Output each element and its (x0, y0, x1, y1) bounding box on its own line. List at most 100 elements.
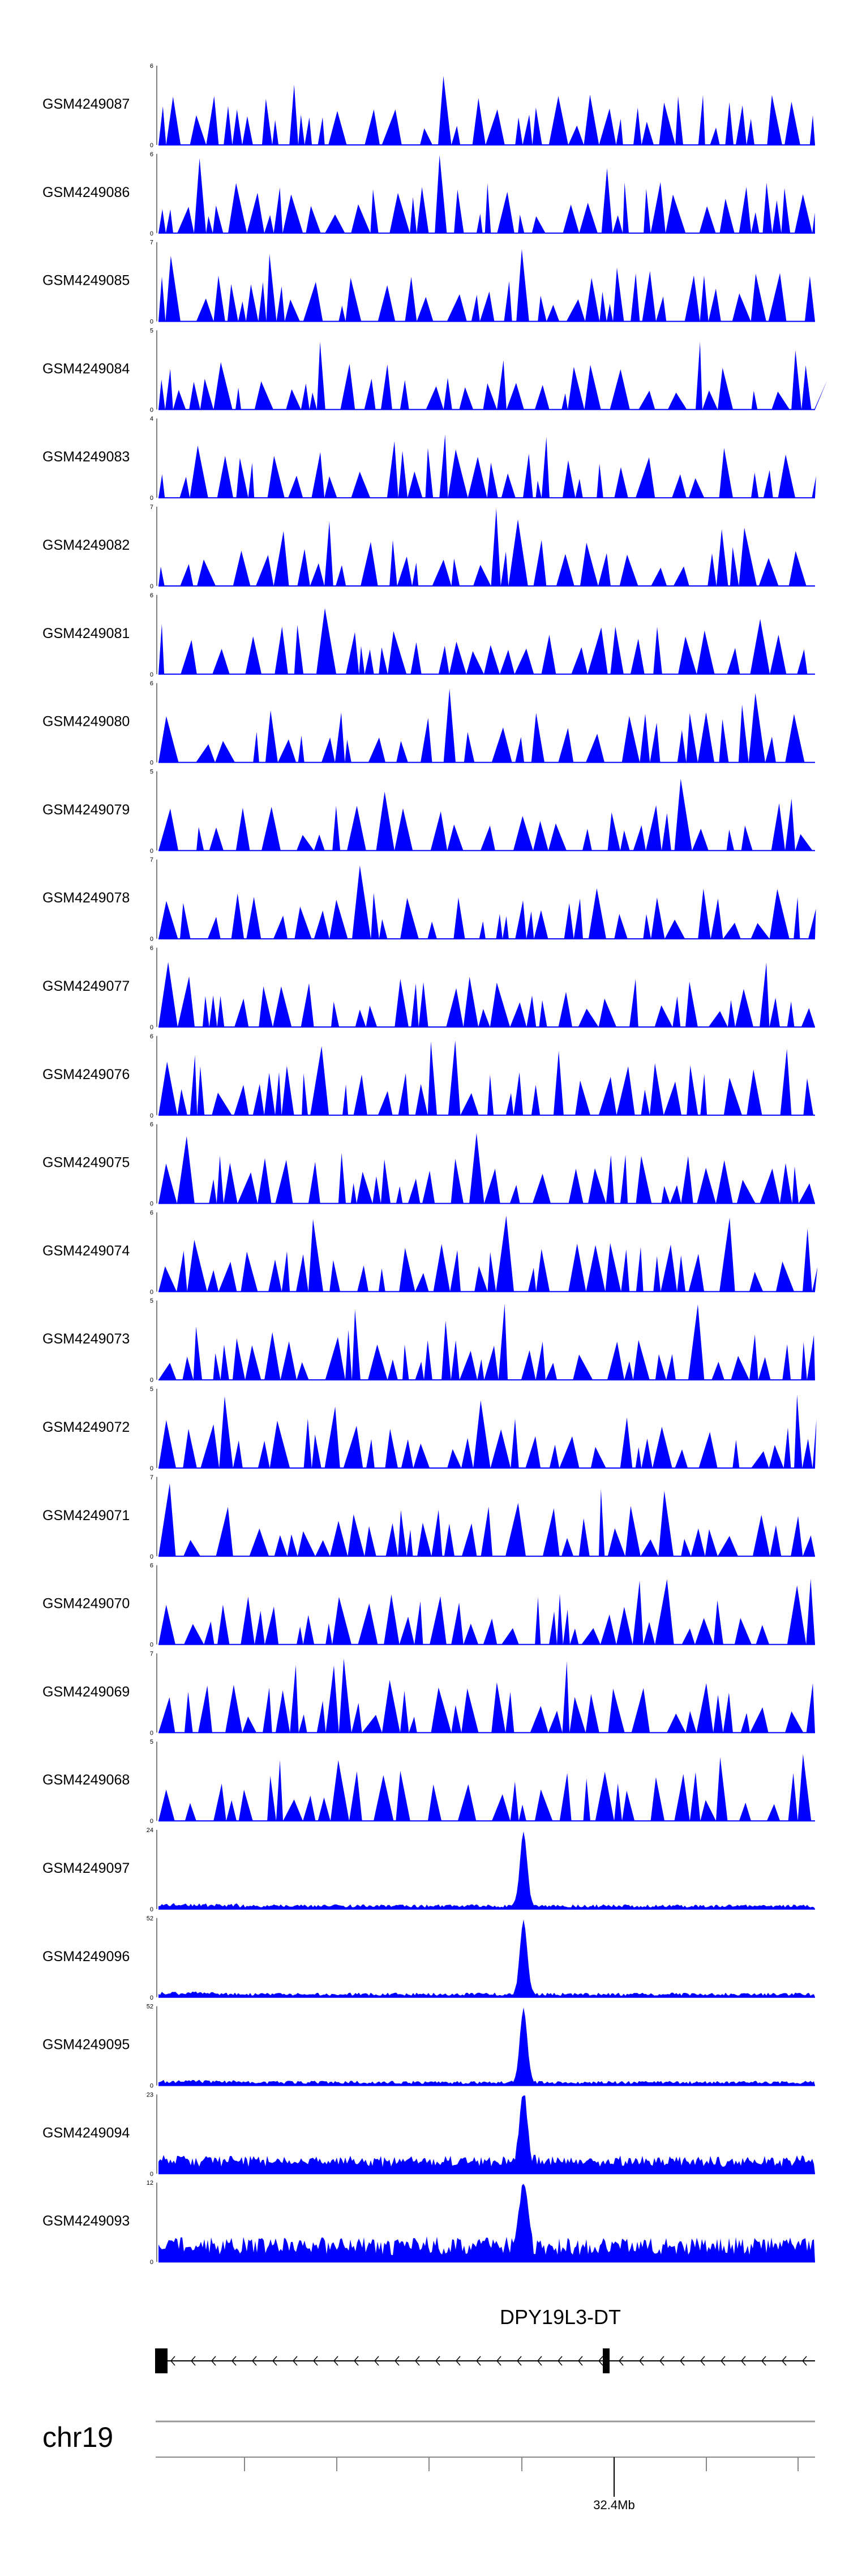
signal-area (158, 1394, 817, 1468)
strand-arrow (272, 2356, 277, 2366)
y-max-label: 6 (150, 1563, 153, 1569)
x-tick-label: 32.4Mb (593, 2498, 634, 2512)
y-min-label: 0 (150, 230, 153, 237)
y-max-label: 5 (150, 768, 153, 775)
y-min-label: 0 (150, 1289, 153, 1295)
track-label: GSM4249075 (42, 1155, 130, 1171)
track-GSM4249095: GSM4249095 52 0 (42, 2004, 815, 2090)
y-max-label: 6 (150, 151, 153, 158)
strand-arrow (761, 2356, 766, 2366)
track-GSM4249087: GSM4249087 6 0 (42, 63, 815, 149)
track-label: GSM4249087 (42, 96, 130, 112)
track-label: GSM4249079 (42, 802, 130, 818)
signal-area (158, 1040, 815, 1115)
strand-arrow (354, 2356, 359, 2366)
strand-arrow (680, 2356, 685, 2366)
y-max-label: 5 (150, 1298, 153, 1304)
y-max-label: 5 (150, 1386, 153, 1393)
track-GSM4249076: GSM4249076 6 0 (42, 1033, 815, 1119)
track-label: GSM4249097 (42, 1860, 130, 1876)
strand-arrow (558, 2356, 563, 2366)
track-label: GSM4249080 (42, 714, 130, 730)
y-max-label: 6 (150, 592, 153, 599)
signal-area (158, 1831, 815, 1909)
signal-area (158, 1216, 818, 1292)
track-GSM4249072: GSM4249072 5 0 (42, 1386, 817, 1472)
track-label: GSM4249077 (42, 978, 130, 994)
track-GSM4249096: GSM4249096 52 0 (42, 1915, 815, 2001)
track-label: GSM4249082 (42, 537, 130, 553)
y-min-label: 0 (150, 671, 153, 678)
chromosome-label: chr19 (42, 2421, 113, 2453)
y-min-label: 0 (150, 1112, 153, 1119)
signal-area (158, 608, 815, 674)
track-label: GSM4249093 (42, 2213, 130, 2229)
signal-area (158, 2095, 815, 2174)
track-label: GSM4249070 (42, 1596, 130, 1612)
strand-arrow (435, 2356, 440, 2366)
y-min-label: 0 (150, 2259, 153, 2266)
track-GSM4249077: GSM4249077 6 0 (42, 945, 815, 1031)
signal-area (158, 1483, 815, 1556)
y-max-label: 7 (150, 504, 153, 511)
signal-area (158, 155, 815, 233)
track-label: GSM4249095 (42, 2037, 130, 2053)
y-max-label: 6 (150, 681, 153, 687)
signal-area (158, 2184, 815, 2262)
strand-arrow (537, 2356, 542, 2366)
track-GSM4249074: GSM4249074 6 0 (42, 1209, 818, 1295)
track-label: GSM4249073 (42, 1331, 130, 1347)
track-GSM4249084: GSM4249084 5 0 (42, 327, 827, 413)
strand-arrow (598, 2356, 603, 2366)
track-GSM4249071: GSM4249071 7 0 (42, 1474, 815, 1560)
y-min-label: 0 (150, 1024, 153, 1031)
signal-area (158, 341, 827, 410)
track-GSM4249069: GSM4249069 7 0 (42, 1650, 815, 1736)
track-label: GSM4249068 (42, 1772, 130, 1788)
track-label: GSM4249084 (42, 361, 130, 376)
y-max-label: 7 (150, 1474, 153, 1481)
strand-arrow (802, 2356, 807, 2366)
y-min-label: 0 (150, 1642, 153, 1649)
signal-area (158, 249, 815, 322)
y-min-label: 0 (150, 1906, 153, 1913)
signal-area (158, 1919, 815, 1997)
signal-area (158, 962, 815, 1027)
track-label: GSM4249074 (42, 1243, 130, 1259)
y-max-label: 12 (147, 2180, 153, 2186)
track-GSM4249075: GSM4249075 6 0 (42, 1122, 815, 1208)
signal-area (158, 1303, 815, 1380)
track-label: GSM4249078 (42, 890, 130, 906)
track-GSM4249097: GSM4249097 24 0 (42, 1827, 815, 1913)
signal-area (158, 1133, 815, 1204)
track-label: GSM4249085 (42, 273, 130, 289)
track-label: GSM4249069 (42, 1684, 130, 1700)
y-max-label: 6 (150, 945, 153, 952)
y-max-label: 4 (150, 416, 153, 422)
y-max-label: 5 (150, 327, 153, 334)
strand-arrow (659, 2356, 664, 2366)
signal-area (158, 778, 815, 851)
y-min-label: 0 (150, 848, 153, 854)
y-max-label: 6 (150, 63, 153, 70)
strand-arrow (211, 2356, 216, 2366)
genome-axis: chr19 32.4Mb (42, 2420, 815, 2512)
y-max-label: 7 (150, 1650, 153, 1657)
strand-arrow (333, 2356, 338, 2366)
track-GSM4249068: GSM4249068 5 0 (42, 1739, 815, 1825)
track-GSM4249086: GSM4249086 6 0 (42, 151, 815, 237)
y-max-label: 6 (150, 1122, 153, 1128)
track-GSM4249082: GSM4249082 7 0 (42, 504, 815, 590)
y-max-label: 6 (150, 1033, 153, 1040)
y-min-label: 0 (150, 1465, 153, 1472)
track-GSM4249079: GSM4249079 5 0 (42, 768, 815, 854)
y-min-label: 0 (150, 1995, 153, 2001)
signal-area (158, 1658, 815, 1733)
strand-arrow (374, 2356, 379, 2366)
y-min-label: 0 (150, 1377, 153, 1384)
strand-arrow (415, 2356, 420, 2366)
y-min-label: 0 (150, 1818, 153, 1825)
y-min-label: 0 (150, 1201, 153, 1208)
strand-arrow (191, 2356, 196, 2366)
y-min-label: 0 (150, 583, 153, 590)
